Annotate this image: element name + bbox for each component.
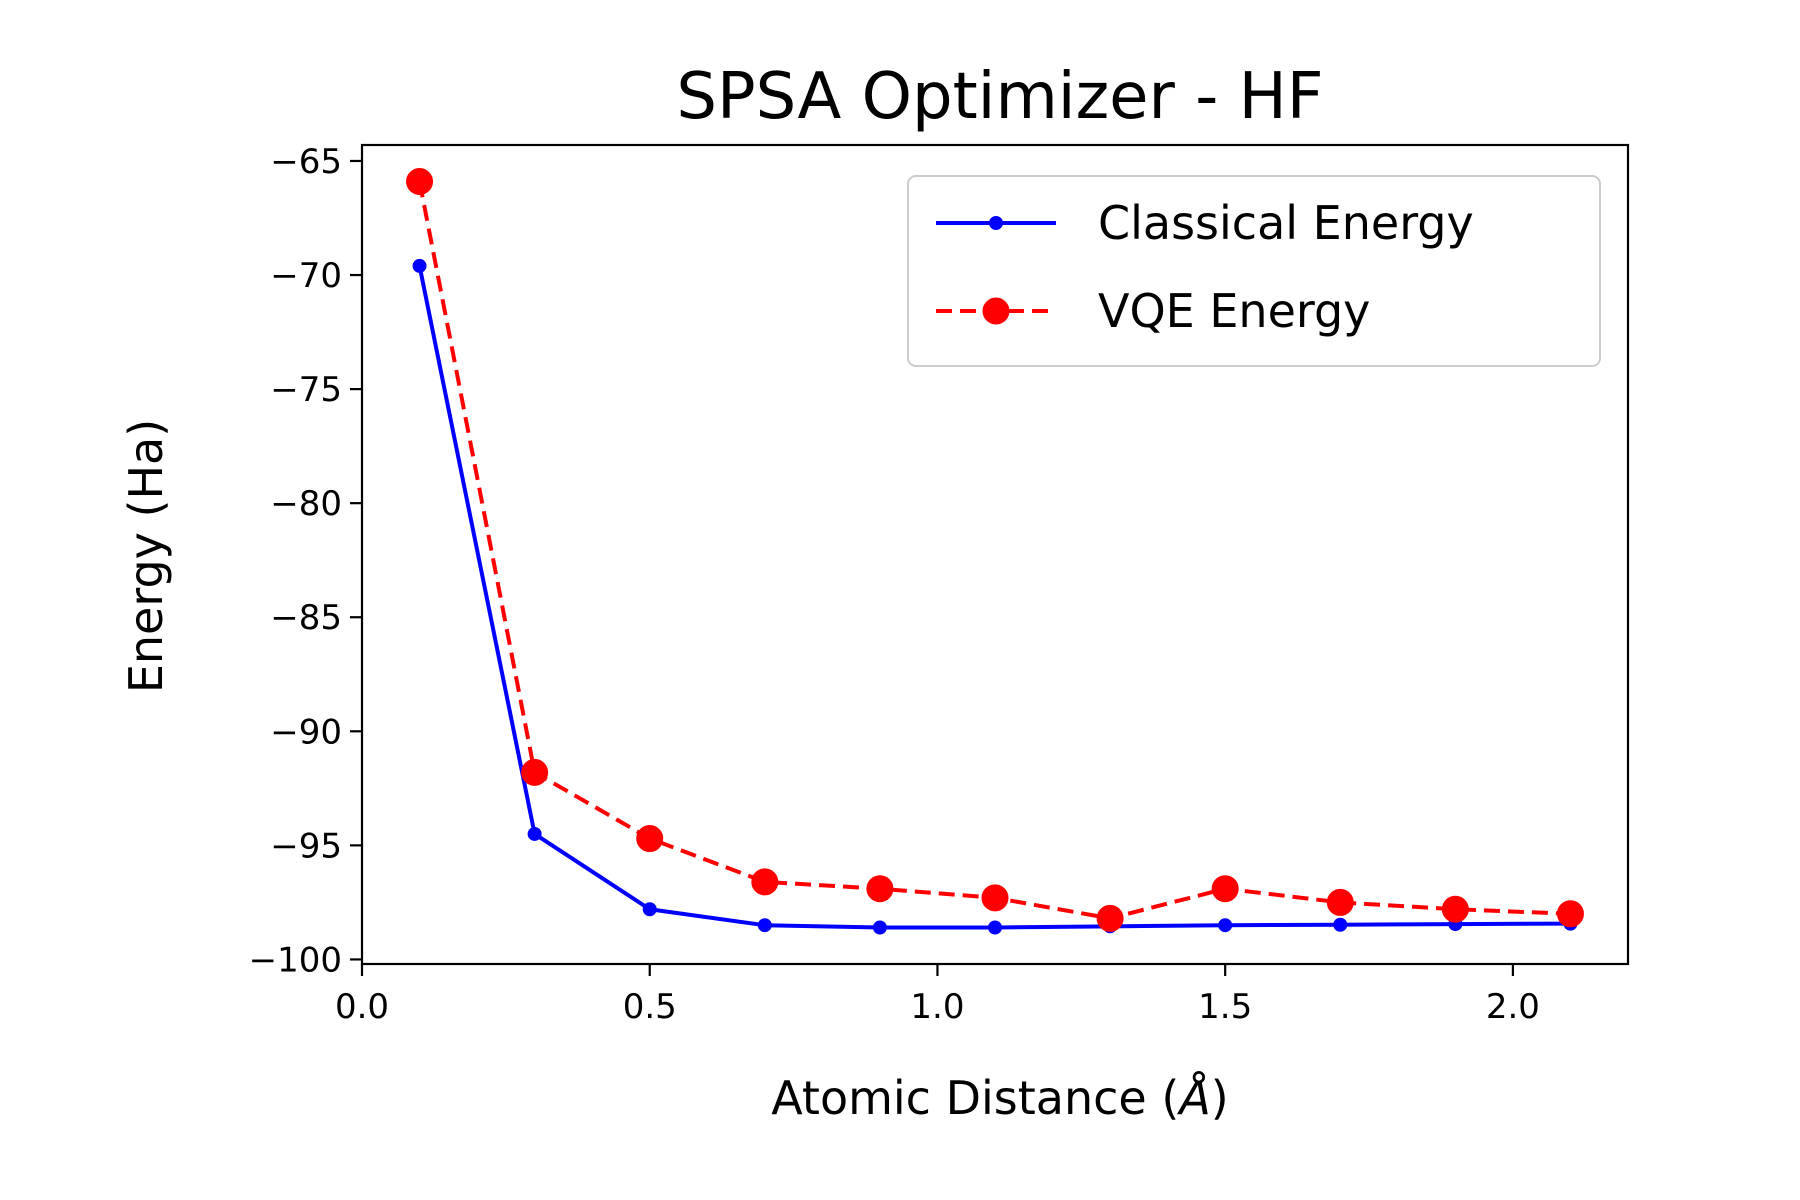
plot-frame [360, 143, 1630, 966]
y-tick-label: −65 [270, 142, 342, 182]
chart-legend: Classical Energy VQE Energy [907, 175, 1601, 367]
y-tick-label: −100 [249, 940, 342, 980]
legend-label-0: Classical Energy [1098, 196, 1474, 250]
x-tick-label: 0.5 [623, 987, 677, 1027]
series-point-1 [751, 868, 779, 896]
series-point-0 [1218, 918, 1233, 933]
y-tick-label: −95 [270, 826, 342, 866]
legend-marker-0 [989, 216, 1003, 230]
y-tick-label: −85 [270, 598, 342, 638]
x-axis-label-prefix: Atomic Distance ( [771, 1071, 1179, 1125]
series-point-1 [1326, 888, 1354, 916]
x-axis-label: Atomic Distance (Å) [771, 1071, 1228, 1125]
series-point-1 [1211, 875, 1239, 903]
y-tick-label: −75 [270, 370, 342, 410]
x-tick-label: 2.0 [1486, 987, 1540, 1027]
x-tick-label: 0.0 [335, 987, 389, 1027]
series-point-0 [412, 258, 427, 273]
series-point-1 [1556, 900, 1584, 928]
plot-area: 0.0 0.5 1.0 1.5 2.0 −65 −70 −75 −80 −85 −90 −95 −100… [249, 142, 1630, 1027]
series-point-0 [872, 920, 887, 935]
series-point-1 [521, 758, 549, 786]
series-point-0 [988, 920, 1002, 935]
series-point-0 [642, 902, 657, 917]
series-point-0 [757, 918, 772, 933]
series-point-1 [1096, 904, 1124, 932]
y-tick-label: −80 [270, 484, 342, 524]
series-point-1 [406, 168, 434, 196]
series-point-1 [636, 825, 664, 853]
legend-marker-1 [982, 297, 1010, 325]
series-point-1 [866, 875, 894, 903]
series-point-1 [981, 884, 1009, 912]
y-axis-label: Energy (Ha) [119, 419, 173, 693]
x-axis-label-suffix: ) [1211, 1071, 1229, 1125]
series-point-1 [1441, 895, 1469, 923]
chart-title: SPSA Optimizer - HF [676, 60, 1323, 134]
x-tick-label: 1.0 [910, 987, 964, 1027]
y-tick-label: −70 [270, 256, 342, 296]
x-tick-label: 1.5 [1198, 987, 1252, 1027]
y-tick-label: −90 [270, 712, 342, 752]
legend-label-1: VQE Energy [1098, 284, 1370, 338]
legend-box [907, 175, 1601, 367]
series-point-0 [527, 826, 542, 841]
series-point-0 [1333, 917, 1348, 932]
x-axis-label-symbol: Å [1176, 1071, 1210, 1125]
